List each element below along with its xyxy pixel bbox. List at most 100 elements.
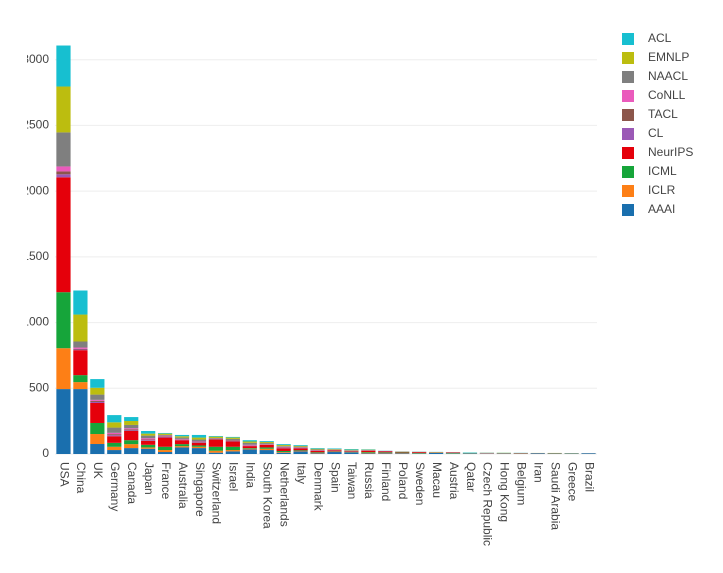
bar-segment (107, 436, 122, 443)
bar-segment (141, 431, 156, 434)
bar-segment (191, 441, 207, 443)
legend-swatch (622, 33, 634, 45)
bar-segment (361, 450, 376, 453)
bar-segment (428, 452, 444, 454)
legend-label: NAACL (648, 69, 688, 83)
bar-segment (73, 349, 88, 351)
bar-segment (56, 292, 71, 349)
x-tick-label: South Korea (261, 462, 275, 529)
x-tick-label: Iran (532, 462, 546, 483)
bar-segment (124, 444, 139, 449)
bar-segment (124, 430, 139, 431)
bar-segment (242, 446, 257, 449)
bar-segment (276, 445, 291, 447)
x-tick-label: Italy (294, 462, 308, 484)
bar-segment (225, 451, 240, 454)
x-tick-label: Greece (565, 462, 579, 502)
legend-swatch (622, 128, 634, 140)
x-tick-label: Macau (430, 462, 444, 498)
bar-segment (259, 447, 274, 449)
bar-segment (174, 447, 190, 454)
bar-segment (90, 401, 105, 404)
bar-segment (361, 453, 376, 454)
bar-segment (344, 449, 359, 450)
x-tick-label: Austria (447, 462, 461, 500)
bar-segment (157, 432, 173, 434)
bar-segment (73, 375, 88, 383)
bar-segment (90, 422, 105, 435)
x-tick-label: Russia (362, 462, 376, 499)
bar-segment (141, 433, 156, 436)
bar-segment (191, 446, 207, 449)
x-tick-label: Singapore (193, 462, 207, 517)
bar-segment (73, 382, 88, 390)
bar-segment (73, 350, 88, 376)
bar-segment (107, 415, 122, 423)
bar-segment (157, 436, 173, 437)
bar-segment (276, 447, 291, 448)
y-tick-label: 500 (29, 380, 49, 394)
bar-segment (276, 446, 291, 448)
x-tick-label: Finland (379, 462, 393, 501)
bar-segment (174, 438, 190, 440)
grid (55, 59, 597, 455)
legend-label: ICML (648, 164, 677, 178)
x-tick-label: Japan (142, 462, 156, 495)
bar-segment (581, 453, 596, 454)
bar-segment (191, 434, 207, 438)
bar-segment (107, 446, 122, 451)
x-tick-label: Canada (125, 462, 139, 504)
bar-segment (378, 453, 393, 454)
x-tick-label: Belgium (515, 462, 529, 505)
bar-segment (124, 428, 139, 430)
bar-segment (344, 451, 359, 452)
bar-segment (56, 86, 71, 133)
x-tick-label: USA (57, 462, 71, 487)
bar-segment (225, 437, 240, 439)
legend-swatch (622, 52, 634, 64)
bar-segment (174, 446, 190, 448)
x-tick-label: Taiwan (345, 462, 359, 499)
bar-segment (276, 446, 291, 447)
bar-segment (56, 177, 71, 293)
x-tick-label: Hong Kong (498, 462, 512, 522)
y-tick-label: 3000 (22, 52, 49, 66)
bar-segment (124, 440, 139, 445)
bar-segment (412, 452, 427, 454)
legend-label: NeurIPS (648, 145, 693, 159)
bar-segment (208, 446, 224, 451)
bar-segment (73, 348, 88, 350)
bar-segment (90, 403, 105, 423)
bar-segment (293, 445, 308, 446)
bar-segment (107, 450, 122, 454)
bar-segment (344, 449, 359, 451)
x-tick-label: Sweden (413, 462, 427, 505)
bar-segment (107, 427, 122, 433)
bar-segment (124, 448, 139, 454)
bar-segment (124, 417, 139, 422)
x-tick-label: UK (91, 462, 105, 479)
bar-segment (90, 394, 105, 400)
bar-segment (242, 444, 257, 446)
bar-segment (445, 452, 461, 453)
bars (56, 45, 596, 454)
bar-segment (242, 442, 257, 445)
x-tick-label: Czech Republic (481, 462, 495, 546)
x-tick-label: Switzerland (210, 462, 224, 524)
legend-label: CL (648, 126, 664, 140)
x-axis: USA China UK Germany Canada Japan France Austra… (57, 462, 596, 546)
bar-segment (225, 438, 240, 441)
bar-segment (395, 452, 410, 453)
bar-segment (174, 440, 190, 445)
bar-segment (107, 422, 122, 428)
bar-segment (242, 448, 257, 450)
bar-segment (225, 436, 240, 438)
bar-segment (56, 389, 71, 454)
bar-segment (208, 436, 224, 438)
x-tick-label: Saudi Arabia (548, 462, 562, 530)
bar-segment (90, 444, 105, 454)
bar-segment (530, 453, 545, 454)
y-tick-label: 1000 (22, 315, 49, 329)
bar-segment (157, 433, 173, 435)
